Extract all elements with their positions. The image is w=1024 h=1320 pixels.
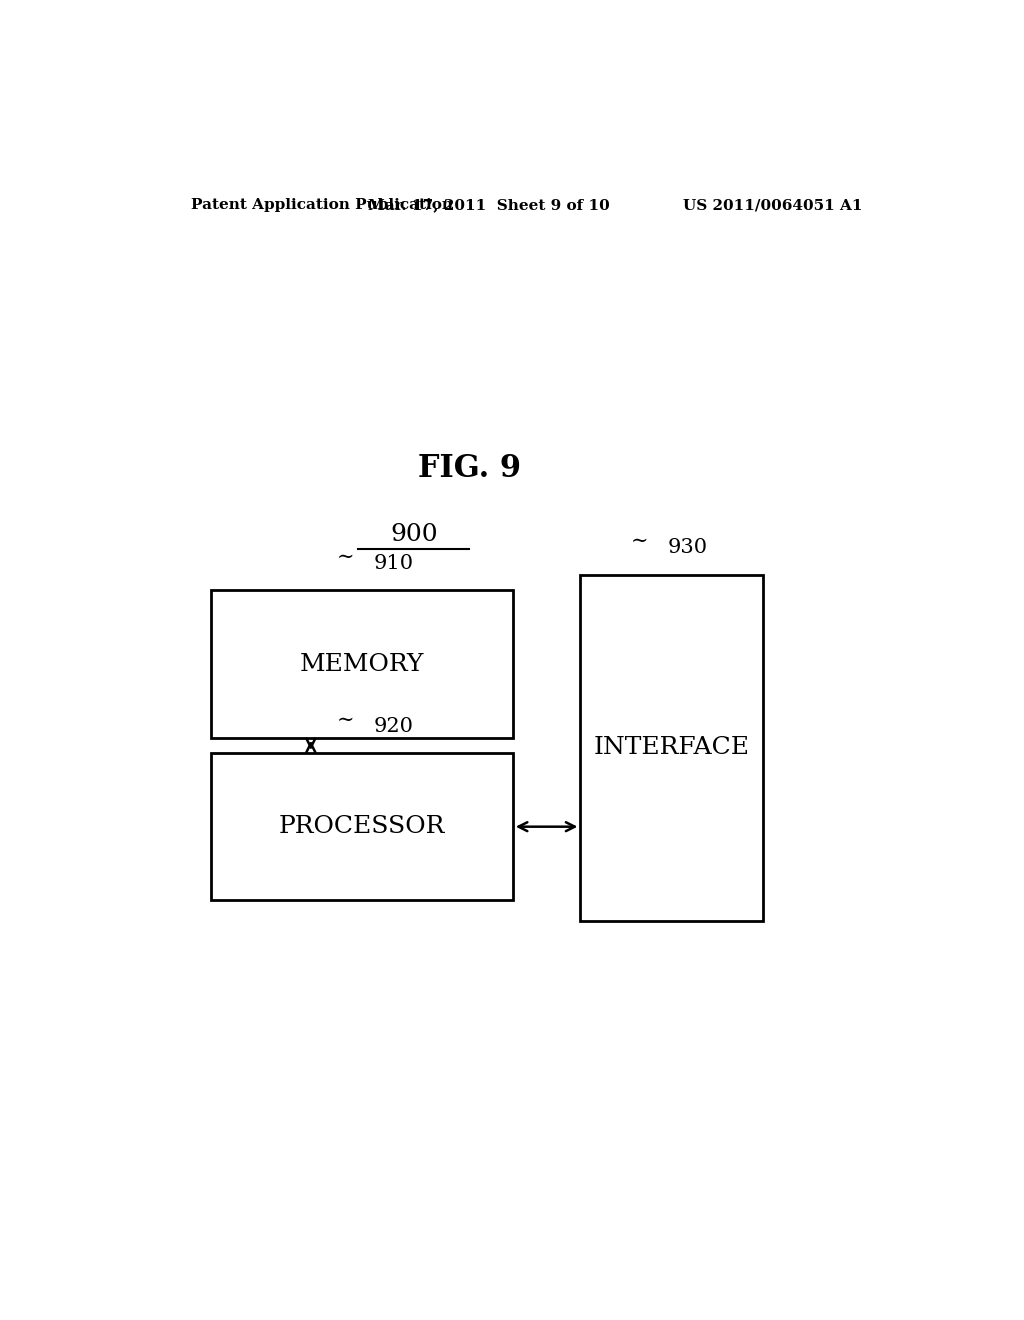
Bar [581,576,763,921]
Text: Patent Application Publication: Patent Application Publication [191,198,454,213]
Text: INTERFACE: INTERFACE [594,737,750,759]
Text: FIG. 9: FIG. 9 [418,453,521,484]
Text: 920: 920 [374,717,414,735]
Text: ∼: ∼ [337,548,354,568]
Text: 930: 930 [668,537,708,557]
Text: PROCESSOR: PROCESSOR [279,816,445,838]
Text: ∼: ∼ [631,532,648,550]
Bar [211,752,513,900]
Text: Mar. 17, 2011  Sheet 9 of 10: Mar. 17, 2011 Sheet 9 of 10 [369,198,610,213]
Bar [211,590,513,738]
Text: 900: 900 [390,523,437,546]
Text: MEMORY: MEMORY [300,652,424,676]
Text: US 2011/0064051 A1: US 2011/0064051 A1 [683,198,862,213]
Text: ∼: ∼ [337,710,354,730]
Text: 910: 910 [374,554,414,573]
